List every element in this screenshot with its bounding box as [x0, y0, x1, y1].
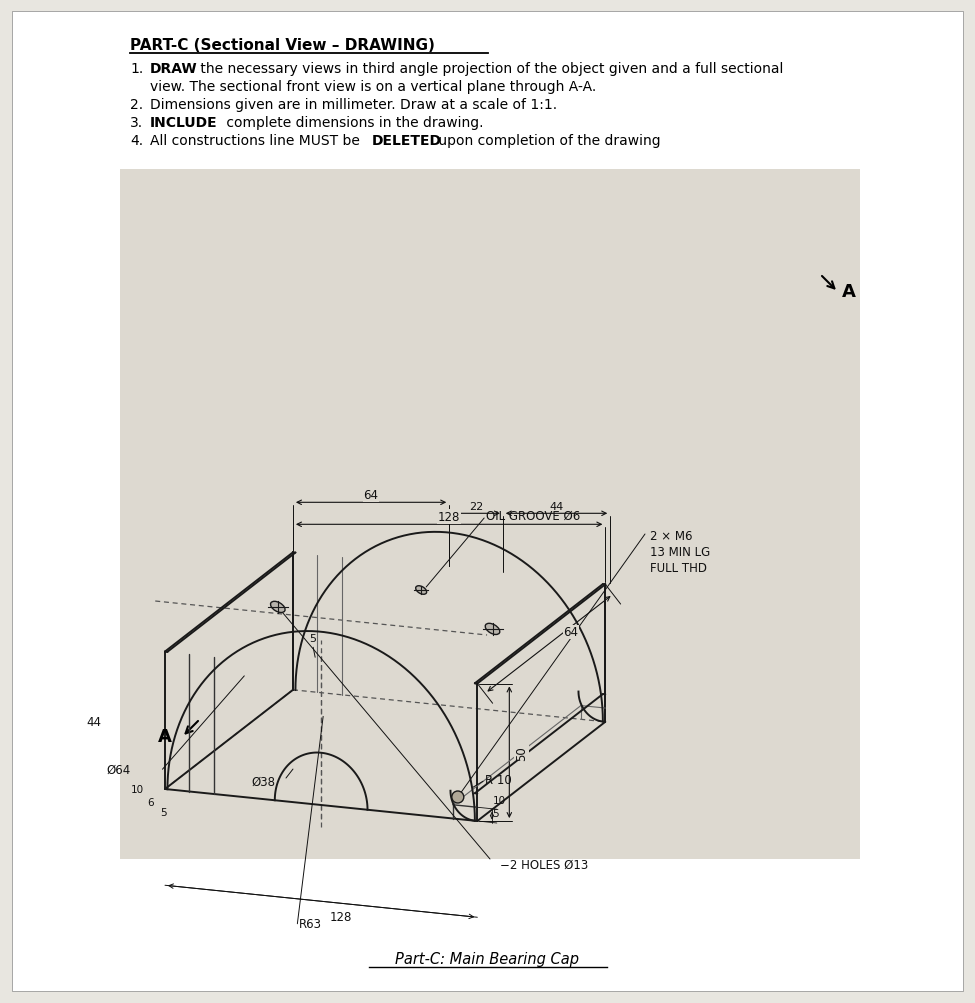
Text: 5: 5 — [160, 807, 167, 817]
Text: 1.: 1. — [130, 62, 143, 76]
Text: 64: 64 — [564, 626, 578, 639]
Text: A: A — [158, 727, 172, 745]
Text: upon completion of the drawing: upon completion of the drawing — [434, 133, 661, 147]
Text: R 10: R 10 — [485, 773, 512, 786]
Text: All constructions line MUST be: All constructions line MUST be — [150, 133, 365, 147]
Text: 2.: 2. — [130, 98, 143, 112]
Ellipse shape — [270, 602, 285, 613]
Text: Ø38: Ø38 — [251, 774, 275, 787]
Text: 44: 44 — [87, 715, 101, 728]
Text: 5: 5 — [492, 808, 499, 818]
Text: 64: 64 — [364, 488, 378, 502]
Text: 44: 44 — [549, 502, 564, 512]
Text: 22: 22 — [469, 502, 484, 512]
Text: A: A — [842, 283, 856, 301]
Text: DRAW: DRAW — [150, 62, 198, 76]
Text: 13 MIN LG: 13 MIN LG — [650, 546, 710, 559]
Text: Dimensions given are in millimeter. Draw at a scale of 1:1.: Dimensions given are in millimeter. Draw… — [150, 98, 557, 112]
Text: 5: 5 — [310, 634, 317, 644]
Text: 50: 50 — [515, 745, 527, 760]
Text: 128: 128 — [438, 511, 460, 524]
Circle shape — [451, 791, 464, 803]
Text: 6: 6 — [147, 797, 154, 807]
Text: view. The sectional front view is on a vertical plane through A-A.: view. The sectional front view is on a v… — [150, 80, 597, 94]
Text: 4.: 4. — [130, 133, 143, 147]
Text: −2 HOLES Ø13: −2 HOLES Ø13 — [500, 858, 588, 871]
Text: FULL THD: FULL THD — [650, 562, 707, 575]
Text: Ø64: Ø64 — [106, 763, 131, 776]
Text: R63: R63 — [299, 918, 323, 931]
Text: INCLUDE: INCLUDE — [150, 116, 217, 129]
Text: 128: 128 — [330, 910, 352, 923]
Text: the necessary views in third angle projection of the object given and a full sec: the necessary views in third angle proje… — [196, 62, 783, 76]
Text: Part-C: Main Bearing Cap: Part-C: Main Bearing Cap — [395, 952, 579, 967]
Text: OIL GROOVE Ø6: OIL GROOVE Ø6 — [487, 509, 580, 522]
Text: 10: 10 — [492, 795, 506, 805]
FancyBboxPatch shape — [120, 170, 860, 860]
Ellipse shape — [486, 624, 500, 635]
Text: DELETED: DELETED — [372, 133, 442, 147]
FancyBboxPatch shape — [12, 12, 963, 991]
Text: 10: 10 — [131, 784, 144, 794]
Text: 2 × M6: 2 × M6 — [650, 530, 692, 543]
Text: complete dimensions in the drawing.: complete dimensions in the drawing. — [222, 116, 484, 129]
Ellipse shape — [415, 586, 427, 595]
Text: 3.: 3. — [130, 116, 143, 129]
Text: PART-C (Sectional View – DRAWING): PART-C (Sectional View – DRAWING) — [130, 38, 435, 53]
